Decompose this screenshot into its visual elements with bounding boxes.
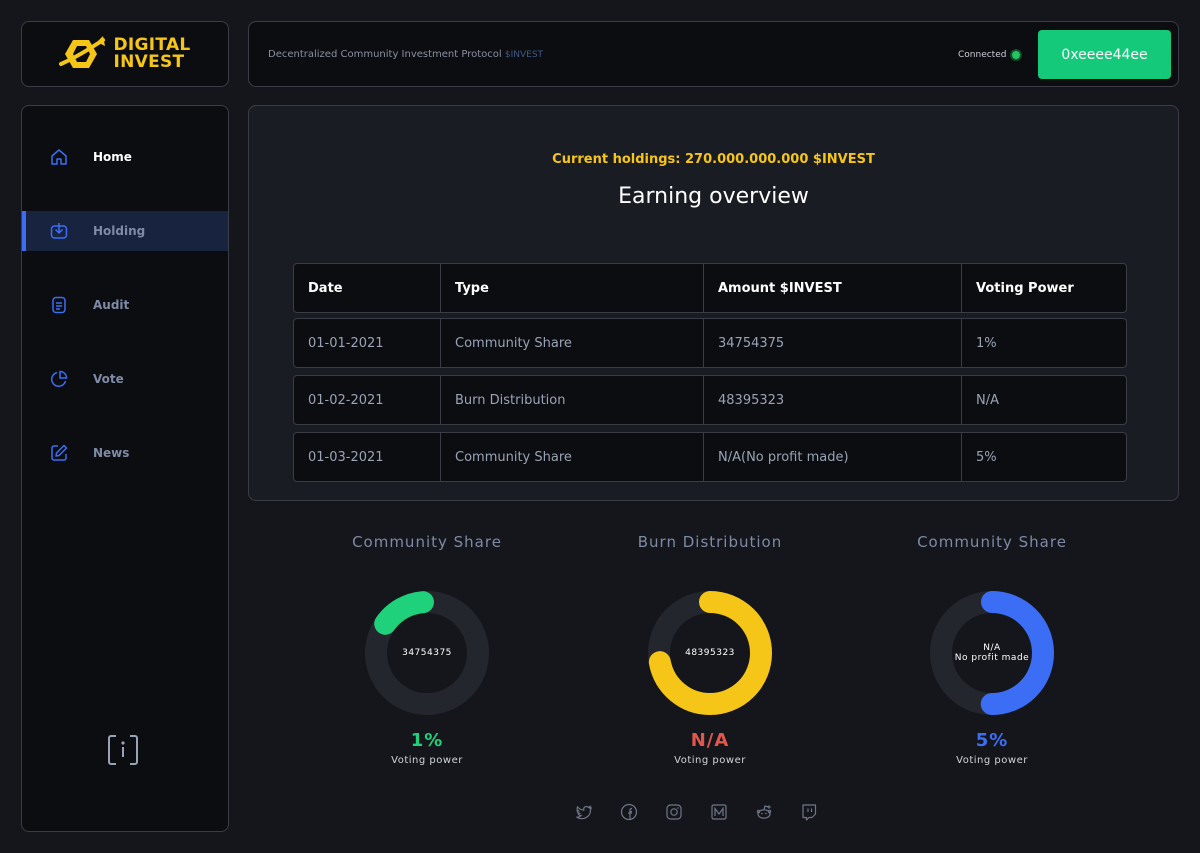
donut-card-community-share-2: Community Share N/A No profit made 5% Vo… [882,533,1102,766]
table-header: Date Type Amount $INVEST Voting Power [293,263,1127,313]
facebook-icon[interactable] [620,803,638,821]
page-title: Earning overview [618,184,809,209]
donut-value: 48395323 [685,648,735,658]
table-cell: 01-02-2021 [294,376,441,424]
table-cell: 48395323 [704,376,962,424]
donut-center: 34754375 [362,588,492,718]
table-row[interactable]: 01-01-2021 Community Share 34754375 1% [293,318,1127,368]
donut-percent: 5% [975,730,1009,751]
donut-subtitle: Voting power [391,755,463,766]
donut-subtitle: Voting power [956,755,1028,766]
sidebar-item-label: Vote [93,372,124,386]
sidebar-item-label: Holding [93,224,146,238]
sidebar-item-holding[interactable]: Holding [22,211,228,251]
table-row[interactable]: 01-02-2021 Burn Distribution 48395323 N/… [293,375,1127,425]
donut-title: Community Share [917,533,1067,551]
logo-icon [59,36,106,68]
logo-line2: INVEST [113,52,185,72]
donut-card-community-share: Community Share 34754375 1% Voting power [317,533,537,766]
donut-svg [648,591,772,715]
donut-arc [930,591,1054,715]
donut-card-burn-distribution: Burn Distribution 48395323 N/A Voting po… [600,533,820,766]
home-icon [51,149,67,165]
earning-overview-panel: Current holdings: 270.000.000.000 $INVES… [248,105,1179,501]
column-header: Amount $INVEST [704,264,962,312]
twitch-icon[interactable] [800,803,818,821]
donut-title: Community Share [352,533,502,551]
donut-svg [930,591,1054,715]
header: Decentralized Community Investment Proto… [248,21,1179,87]
table-cell: 5% [976,449,997,465]
table-cell: 01-03-2021 [294,433,441,481]
document-icon [52,296,66,314]
sidebar-item-audit[interactable]: Audit [22,285,228,325]
logo[interactable]: DIGITAL INVEST [59,34,190,74]
donut-percent: 1% [410,730,444,751]
donut-center: 48395323 [645,588,775,718]
column-header: Voting Power [976,280,1074,296]
column-header: Date [294,264,441,312]
table-cell: N/A(No profit made) [704,433,962,481]
donut-arc [365,591,489,715]
current-holdings: Current holdings: 270.000.000.000 $INVES… [552,152,875,167]
tagline: Decentralized Community Investment Proto… [268,49,543,60]
donut-center: N/A No profit made [927,588,1057,718]
sidebar-item-home[interactable]: Home [22,137,228,177]
table-row[interactable]: 01-03-2021 Community Share N/A(No profit… [293,432,1127,482]
table-cell: 1% [976,335,997,351]
social-links [575,803,818,821]
donut-percent: N/A [690,730,730,751]
donut-arc [648,591,772,715]
donut-chart: 34754375 [362,588,492,718]
edit-icon [51,444,68,461]
sidebar: Home Holding Audit Vote News [21,105,229,832]
donut-value: 34754375 [402,648,452,658]
sidebar-item-news[interactable]: News [22,433,228,473]
pie-chart-icon [51,370,68,387]
donut-title: Burn Distribution [637,533,783,551]
donut-value: N/A [983,643,1001,653]
sidebar-item-label: Audit [93,298,130,312]
logo-panel: DIGITAL INVEST [21,21,229,87]
wallet-button[interactable]: 0xeeee44ee [1038,30,1171,79]
sidebar-item-vote[interactable]: Vote [22,359,228,399]
instagram-icon[interactable] [665,803,683,821]
logo-line1: DIGITAL [113,35,191,55]
column-header: Type [441,264,704,312]
table-cell: Burn Distribution [441,376,704,424]
table-cell: N/A [976,392,999,408]
table-cell: Community Share [441,319,704,367]
donut-subtitle: Voting power [674,755,746,766]
donut-chart: N/A No profit made [927,588,1057,718]
status-dot-icon [1012,51,1021,59]
tagline-text: Decentralized Community Investment Proto… [268,49,502,60]
connection-status: Connected [958,50,1021,60]
table-cell: 34754375 [704,319,962,367]
medium-icon[interactable] [710,803,728,821]
reddit-icon[interactable] [755,803,773,821]
sidebar-item-label: Home [93,150,132,164]
twitter-icon[interactable] [575,803,593,821]
download-icon [50,223,68,239]
table-cell: 01-01-2021 [294,319,441,367]
donut-value-note: No profit made [954,653,1030,663]
connection-label: Connected [958,50,1007,60]
info-icon[interactable] [106,733,140,767]
table-cell: Community Share [441,433,704,481]
donut-chart: 48395323 [645,588,775,718]
donut-svg [365,591,489,715]
tagline-ticker: $INVEST [504,50,544,60]
sidebar-item-label: News [93,446,130,460]
